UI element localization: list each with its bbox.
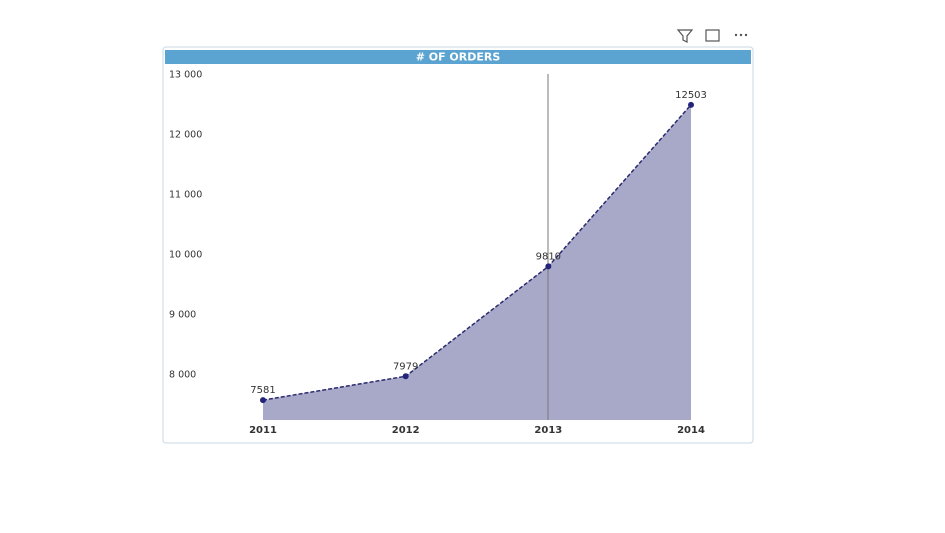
x-tick-label: 2012 xyxy=(392,425,420,436)
area-fill xyxy=(263,104,691,420)
data-point xyxy=(688,101,694,108)
x-tick-label: 2011 xyxy=(249,425,277,436)
data-point xyxy=(260,397,266,404)
y-tick-label: 8 000 xyxy=(169,370,196,381)
area-line xyxy=(262,104,692,401)
data-label: 7581 xyxy=(250,385,275,396)
y-tick-label: 11 000 xyxy=(169,190,202,201)
data-label: 12503 xyxy=(675,90,707,101)
y-tick-label: 12 000 xyxy=(169,130,202,141)
title-bar xyxy=(165,50,751,64)
y-tick-label: 9 000 xyxy=(169,310,196,321)
data-point xyxy=(545,263,552,270)
data-point xyxy=(402,373,409,380)
data-label: 7979 xyxy=(393,361,418,372)
plot-area: 8 000 9 000 10 000 11 000 12 000 13 000 2011 20… xyxy=(169,70,705,437)
more-options-icon[interactable] xyxy=(734,33,748,37)
chart-title: # OF ORDERS xyxy=(416,51,501,64)
focus-icon[interactable] xyxy=(705,29,720,42)
y-tick-label: 13 000 xyxy=(169,70,202,81)
marks: 7581 7979 9810 12503 xyxy=(250,90,707,404)
x-tick-label: 2013 xyxy=(534,425,562,436)
y-tick-label: 10 000 xyxy=(169,250,202,261)
data-label: 9810 xyxy=(536,251,561,262)
x-tick-label: 2014 xyxy=(677,425,705,436)
visual-header-icons xyxy=(676,29,748,43)
filter-icon[interactable] xyxy=(676,29,694,43)
